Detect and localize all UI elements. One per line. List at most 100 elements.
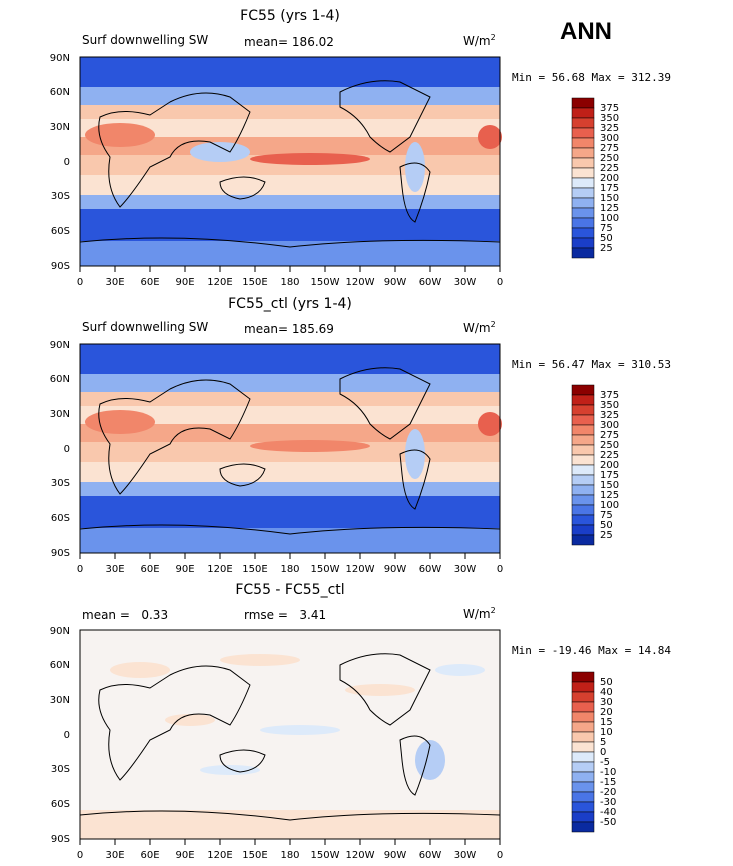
colorbar-swatch <box>571 731 595 743</box>
lon-label: 120W <box>346 564 375 575</box>
lon-label: 180 <box>280 564 299 575</box>
lat-label: 30S <box>51 478 70 489</box>
colorbar-label: 325 <box>600 123 619 134</box>
colorbar-label: -40 <box>600 807 616 818</box>
lat-label: 60N <box>50 660 70 671</box>
lon-label: 90W <box>384 277 407 288</box>
colorbar-label: 75 <box>600 223 613 234</box>
lat-label: 90S <box>51 548 70 559</box>
colorbar-label: -50 <box>600 817 616 828</box>
lon-label: 0 <box>497 564 503 575</box>
colorbar-label: 150 <box>600 193 619 204</box>
colorbar-swatch <box>571 207 595 219</box>
lon-label: 120E <box>207 564 232 575</box>
lat-label: 0 <box>64 444 70 455</box>
colorbar-label: 20 <box>600 707 613 718</box>
panel-2-minmax: Min = 56.47 Max = 310.53 <box>512 358 671 371</box>
panel-1-title: FC55 (yrs 1-4) <box>240 8 340 24</box>
colorbar-label: -5 <box>600 757 610 768</box>
colorbar-swatch <box>571 504 595 516</box>
lon-label: 120E <box>207 277 232 288</box>
lon-label: 90E <box>175 564 194 575</box>
lon-label: 60W <box>419 564 442 575</box>
colorbar-label: 225 <box>600 163 619 174</box>
colorbar-swatch <box>571 514 595 526</box>
colorbar-label: 15 <box>600 717 613 728</box>
panel-1-units: W/m2 <box>463 33 496 48</box>
panel-2-mean-label: mean= 185.69 <box>244 322 334 336</box>
lat-label: 60S <box>51 513 70 524</box>
panel-2-mean-value: 185.69 <box>291 322 334 336</box>
panel-3-rmse-label: rmse = 3.41 <box>244 608 327 622</box>
colorbar-swatch <box>571 147 595 159</box>
lon-label: 60W <box>419 277 442 288</box>
colorbar-label: 30 <box>600 697 613 708</box>
colorbar-swatch <box>571 701 595 713</box>
lon-label: 60E <box>140 850 159 861</box>
panel-1-minmax: Min = 56.68 Max = 312.39 <box>512 71 671 84</box>
colorbar-swatch <box>571 791 595 803</box>
lat-label: 30N <box>50 695 70 706</box>
panel-2-map: 90N 60N 30N 0 30S 60S 90S 0 30E 60E 90E 120E… <box>50 340 503 575</box>
panel-3-minmax: Min = -19.46 Max = 14.84 <box>512 644 671 657</box>
colorbar-swatch <box>571 197 595 209</box>
colorbar-swatch <box>571 117 595 129</box>
lon-label: 0 <box>497 277 503 288</box>
panel-1-mean-label: mean= 186.02 <box>244 35 334 49</box>
colorbar-label: 300 <box>600 133 619 144</box>
lon-label: 60E <box>140 277 159 288</box>
colorbar-label: 175 <box>600 183 619 194</box>
panel-1-map: 90N 60N 30N 0 30S 60S 90S 0 30E 60E 90E 120E… <box>50 53 503 288</box>
lon-label: 0 <box>77 850 83 861</box>
panel-2-variable-label: Surf downwelling SW <box>82 320 209 334</box>
colorbar-swatch <box>571 821 595 833</box>
colorbar-label: 350 <box>600 400 619 411</box>
panel-3-map: 90N 60N 30N 0 30S 60S 90S 0 30E 60E 90E 120E… <box>50 626 503 861</box>
lon-label: 150E <box>242 564 267 575</box>
colorbar-swatch <box>571 751 595 763</box>
colorbar-label: 0 <box>600 747 606 758</box>
colorbar-swatch <box>571 494 595 506</box>
colorbar-label: 200 <box>600 173 619 184</box>
colorbar-label: 325 <box>600 410 619 421</box>
panel-3-mean-label: mean = 0.33 <box>82 608 169 622</box>
lon-label: 120W <box>346 850 375 861</box>
lon-label: 120W <box>346 277 375 288</box>
colorbar-swatch <box>571 217 595 229</box>
colorbar-label: 25 <box>600 530 613 541</box>
lon-label: 30E <box>105 564 124 575</box>
lon-label: 150W <box>311 850 340 861</box>
lat-label: 30S <box>51 764 70 775</box>
colorbar-swatch <box>571 771 595 783</box>
colorbar-label: 175 <box>600 470 619 481</box>
lon-label: 0 <box>77 564 83 575</box>
lon-label: 30W <box>454 277 477 288</box>
colorbar-label: 375 <box>600 103 619 114</box>
colorbar-label: 40 <box>600 687 613 698</box>
colorbar-swatch <box>571 237 595 249</box>
colorbar-label: 150 <box>600 480 619 491</box>
colorbar-swatch <box>571 484 595 496</box>
lat-label: 90S <box>51 261 70 272</box>
colorbar-label: 275 <box>600 430 619 441</box>
colorbar-swatch <box>571 414 595 426</box>
panel-1-colorbar: 3753503253002752502252001751501251007550… <box>571 97 619 259</box>
colorbar-swatch <box>571 524 595 536</box>
lat-label: 90S <box>51 834 70 845</box>
colorbar-swatch <box>571 247 595 259</box>
colorbar-label: -10 <box>600 767 616 778</box>
colorbar-swatch <box>571 157 595 169</box>
panel-2-colorbar: 3753503253002752502252001751501251007550… <box>571 384 619 546</box>
colorbar-swatch <box>571 721 595 733</box>
colorbar-label: 100 <box>600 500 619 511</box>
colorbar-label: 125 <box>600 203 619 214</box>
colorbar-swatch <box>571 434 595 446</box>
colorbar-swatch <box>571 464 595 476</box>
lon-label: 120E <box>207 850 232 861</box>
panel-3-title: FC55 - FC55_ctl <box>235 582 345 598</box>
lon-label: 180 <box>280 850 299 861</box>
colorbar-swatch <box>571 167 595 179</box>
colorbar-swatch <box>571 97 595 109</box>
colorbar-label: 50 <box>600 677 613 688</box>
lon-label: 150W <box>311 277 340 288</box>
